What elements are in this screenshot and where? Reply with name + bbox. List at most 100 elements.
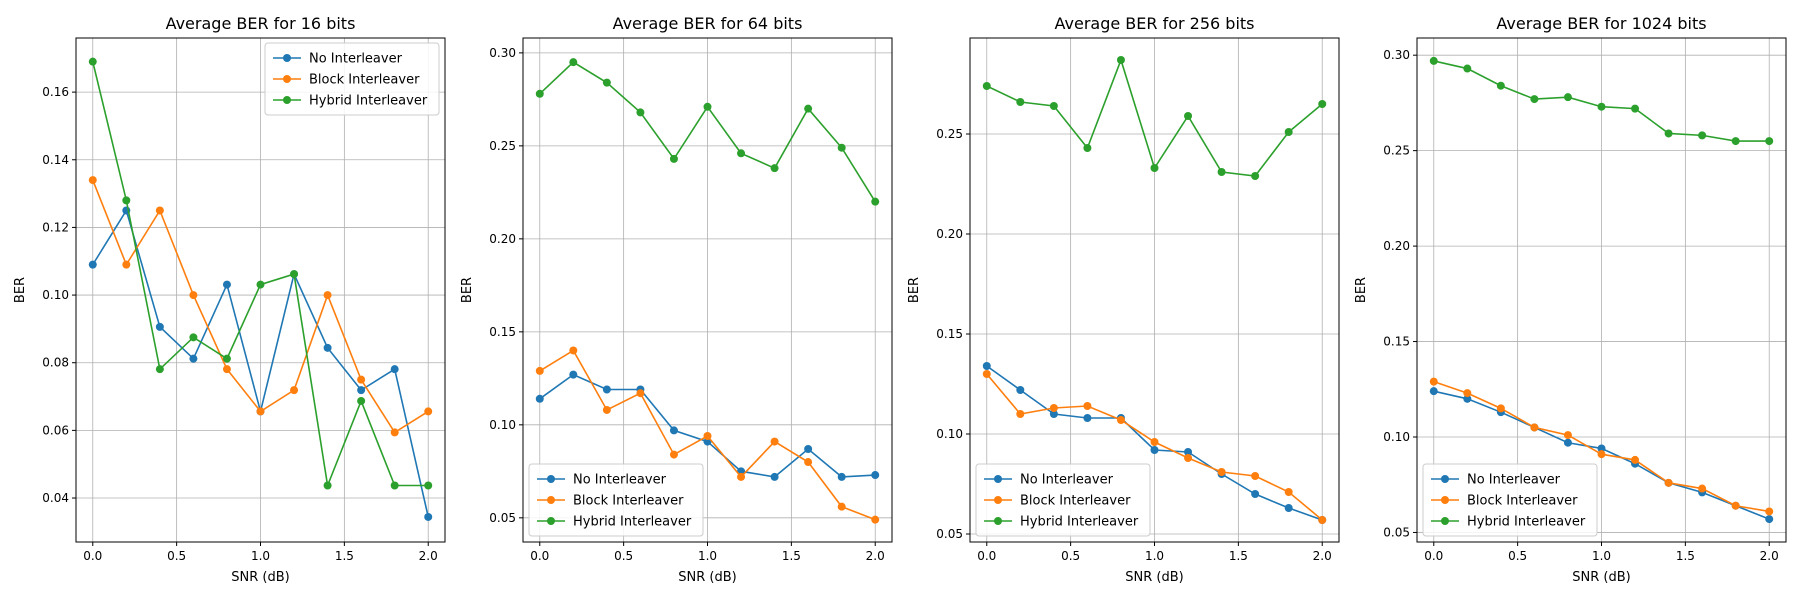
y-tick-label: 0.06 <box>42 423 69 437</box>
data-point <box>770 472 779 481</box>
data-point <box>323 481 332 490</box>
legend-label: Hybrid Interleaver <box>1020 515 1139 530</box>
x-tick-label: 1.0 <box>698 549 717 563</box>
x-axis-label: SNR (dB) <box>231 570 289 585</box>
legend: No Interleaver Block Interleaver Hybrid In… <box>1422 463 1598 537</box>
y-tick-label: 0.20 <box>489 232 516 246</box>
data-point <box>88 57 97 66</box>
x-tick-label: 0.0 <box>1424 549 1443 563</box>
x-tick-label: 1.0 <box>1592 549 1611 563</box>
data-point <box>1217 168 1226 176</box>
x-axis-label: SNR (dB) <box>1125 570 1183 585</box>
data-point <box>189 354 198 363</box>
data-point <box>837 472 846 481</box>
data-point <box>1631 455 1640 464</box>
data-point <box>1251 472 1260 480</box>
data-point <box>357 396 366 405</box>
legend-marker <box>1441 475 1449 483</box>
data-point <box>871 197 880 206</box>
data-point <box>1049 410 1058 418</box>
y-tick-label: 0.15 <box>489 325 516 339</box>
chart-title: Average BER for 16 bits <box>166 14 356 33</box>
data-point <box>1251 172 1260 180</box>
data-point <box>804 458 813 467</box>
x-tick-label: 1.0 <box>251 549 270 563</box>
data-point <box>1318 100 1327 108</box>
data-point <box>122 260 131 269</box>
data-point <box>1429 377 1438 386</box>
legend-marker <box>1441 517 1449 525</box>
x-tick-label: 0.5 <box>1508 549 1527 563</box>
data-point <box>1530 423 1539 432</box>
y-tick-label: 0.30 <box>489 46 516 60</box>
data-point <box>1496 404 1505 413</box>
data-point <box>256 407 265 416</box>
data-point <box>1631 104 1640 113</box>
data-point <box>1016 410 1025 418</box>
legend-box <box>1422 463 1598 537</box>
data-point <box>1116 56 1125 64</box>
data-point <box>1083 414 1092 422</box>
data-point <box>222 354 231 363</box>
legend-marker <box>547 496 555 504</box>
data-point <box>1150 164 1159 172</box>
legend-marker <box>994 475 1002 483</box>
data-point <box>871 515 880 524</box>
data-point <box>1217 468 1226 476</box>
legend-label: Block Interleaver <box>309 73 420 88</box>
data-point <box>770 164 779 173</box>
data-point <box>222 280 231 289</box>
legend-label: No Interleaver <box>309 52 403 67</box>
y-axis-label: BER <box>1354 277 1369 303</box>
x-tick-label: 0.0 <box>530 549 549 563</box>
y-tick-label: 0.12 <box>42 220 69 234</box>
data-point <box>602 78 611 87</box>
y-axis-label: BER <box>907 277 922 303</box>
y-tick-label: 0.15 <box>936 327 963 341</box>
data-point <box>982 82 991 90</box>
data-point <box>1463 394 1472 403</box>
data-point <box>837 143 846 152</box>
legend-box <box>528 463 704 537</box>
data-point <box>1463 389 1472 398</box>
chart-panel-1: 0.0 0.5 1.0 1.5 2.0 0.04 0.06 0.08 0.10 0.12 0.14 0… <box>13 14 446 585</box>
y-tick-label: 0.04 <box>42 491 69 505</box>
data-point <box>424 407 433 416</box>
data-point <box>770 437 779 446</box>
data-point <box>1765 137 1774 146</box>
legend-label: Hybrid Interleaver <box>309 94 428 109</box>
data-point <box>636 389 645 398</box>
data-point <box>535 89 544 98</box>
data-point <box>569 58 578 67</box>
x-tick-label: 1.5 <box>1229 549 1248 563</box>
chart-title: Average BER for 256 bits <box>1055 14 1255 33</box>
y-tick-label: 0.05 <box>936 527 963 541</box>
data-point <box>88 260 97 269</box>
legend-marker <box>994 517 1002 525</box>
y-tick-label: 0.10 <box>42 288 69 302</box>
data-point <box>1597 102 1606 111</box>
data-point <box>1083 402 1092 410</box>
data-point <box>1049 102 1058 110</box>
data-point <box>1563 438 1572 447</box>
legend-marker <box>283 54 291 62</box>
data-point <box>982 362 991 370</box>
y-tick-label: 0.05 <box>1383 525 1410 539</box>
data-point <box>1765 507 1774 516</box>
data-point <box>1049 404 1058 412</box>
legend-label: No Interleaver <box>1467 473 1561 488</box>
data-point <box>1251 490 1260 498</box>
data-point <box>1731 137 1740 146</box>
data-point <box>390 365 399 374</box>
data-point <box>1563 431 1572 440</box>
legend-marker <box>994 496 1002 504</box>
data-point <box>1463 64 1472 73</box>
x-tick-label: 2.0 <box>866 549 885 563</box>
legend-label: Hybrid Interleaver <box>1467 515 1586 530</box>
data-point <box>1184 112 1193 120</box>
data-point <box>1184 454 1193 462</box>
data-point <box>1016 386 1025 394</box>
legend-box <box>975 463 1151 537</box>
data-point <box>982 370 991 378</box>
x-tick-label: 2.0 <box>419 549 438 563</box>
